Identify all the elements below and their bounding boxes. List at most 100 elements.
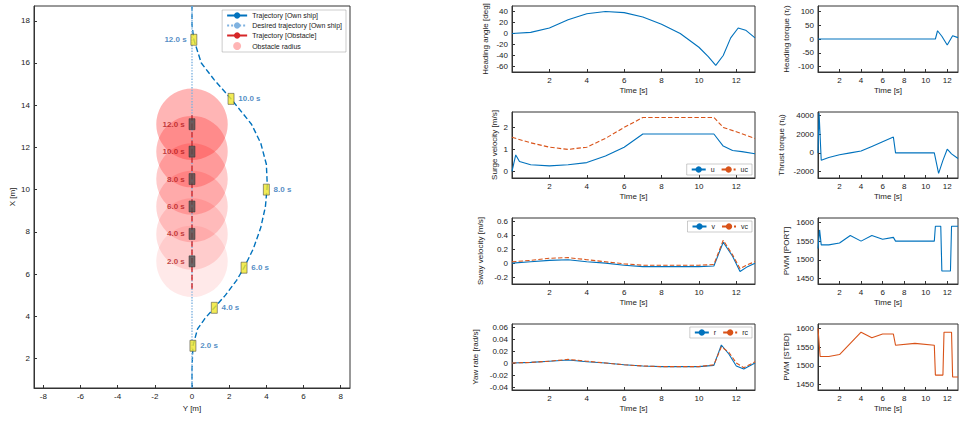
svg-text:Time [s]: Time [s] [874, 404, 902, 413]
svg-text:0: 0 [504, 167, 509, 176]
svg-text:10: 10 [921, 394, 930, 403]
svg-text:Heading torque (τᵣ): Heading torque (τᵣ) [782, 5, 791, 73]
svg-text:12.0 s: 12.0 s [163, 120, 186, 129]
svg-text:PWM [STBD]: PWM [STBD] [782, 333, 791, 381]
svg-text:6: 6 [622, 394, 627, 403]
svg-text:6: 6 [26, 270, 31, 279]
svg-text:2: 2 [547, 394, 552, 403]
svg-text:12: 12 [732, 182, 741, 191]
svg-text:12: 12 [732, 288, 741, 297]
svg-text:6: 6 [301, 392, 306, 401]
svg-text:uc: uc [741, 166, 749, 173]
svg-text:10: 10 [921, 288, 930, 297]
svg-text:0: 0 [504, 359, 509, 368]
svg-text:1500: 1500 [796, 361, 814, 370]
svg-text:4: 4 [859, 394, 864, 403]
svg-text:4: 4 [585, 288, 590, 297]
svg-text:2: 2 [227, 392, 232, 401]
svg-text:12: 12 [943, 394, 952, 403]
svg-text:1550: 1550 [796, 343, 814, 352]
svg-text:-60: -60 [496, 62, 508, 71]
svg-text:0: 0 [504, 29, 509, 38]
svg-text:8: 8 [902, 394, 907, 403]
svg-text:vc: vc [741, 223, 749, 230]
svg-text:Surge velocity [m/s]: Surge velocity [m/s] [490, 110, 499, 180]
svg-text:2: 2 [504, 123, 509, 132]
svg-text:14: 14 [21, 101, 30, 110]
svg-text:4: 4 [585, 76, 590, 85]
svg-text:Time [s]: Time [s] [619, 86, 647, 95]
svg-text:0: 0 [810, 148, 815, 157]
svg-text:-50: -50 [802, 48, 814, 57]
svg-text:0.4: 0.4 [497, 231, 509, 240]
svg-text:2: 2 [547, 182, 552, 191]
svg-text:0.6: 0.6 [497, 217, 509, 226]
svg-text:10: 10 [921, 182, 930, 191]
svg-text:8: 8 [338, 392, 343, 401]
svg-text:Time [s]: Time [s] [874, 86, 902, 95]
svg-text:-20: -20 [496, 40, 508, 49]
svg-text:2: 2 [837, 76, 842, 85]
svg-text:6: 6 [880, 182, 885, 191]
svg-text:r: r [714, 329, 717, 336]
svg-text:10.0 s: 10.0 s [238, 94, 261, 103]
svg-text:PWM [PORT]: PWM [PORT] [782, 227, 791, 275]
svg-text:6: 6 [880, 288, 885, 297]
svg-text:0: 0 [190, 392, 195, 401]
svg-text:10: 10 [694, 394, 703, 403]
svg-text:2.0 s: 2.0 s [167, 257, 185, 266]
svg-text:12: 12 [732, 76, 741, 85]
svg-text:4: 4 [859, 182, 864, 191]
svg-text:-0.04: -0.04 [490, 383, 509, 392]
svg-text:0.2: 0.2 [497, 245, 509, 254]
svg-text:2.0 s: 2.0 s [200, 341, 218, 350]
svg-text:8: 8 [659, 394, 664, 403]
svg-text:8: 8 [902, 182, 907, 191]
svg-text:2: 2 [837, 182, 842, 191]
svg-text:12: 12 [943, 182, 952, 191]
svg-text:0.04: 0.04 [492, 335, 508, 344]
svg-text:-6: -6 [77, 392, 85, 401]
svg-text:Trajectory [Obstacle]: Trajectory [Obstacle] [252, 32, 316, 40]
svg-text:1600: 1600 [796, 324, 814, 333]
svg-text:12: 12 [21, 143, 30, 152]
svg-text:8.0 s: 8.0 s [274, 185, 292, 194]
svg-text:8: 8 [902, 76, 907, 85]
svg-text:Desired trajectory [Own ship]: Desired trajectory [Own ship] [252, 22, 342, 30]
svg-text:-0.2: -0.2 [494, 273, 508, 282]
svg-text:1450: 1450 [796, 274, 814, 283]
svg-text:Y [m]: Y [m] [183, 404, 202, 413]
svg-text:-2000: -2000 [794, 167, 815, 176]
svg-text:-2: -2 [151, 392, 159, 401]
svg-text:Thrust torque (τᵤ): Thrust torque (τᵤ) [777, 114, 786, 176]
svg-text:12: 12 [943, 76, 952, 85]
svg-text:0: 0 [810, 35, 815, 44]
svg-text:6: 6 [880, 76, 885, 85]
svg-text:Trajectory [Own ship]: Trajectory [Own ship] [252, 12, 318, 20]
svg-text:10: 10 [21, 185, 30, 194]
svg-text:Time [s]: Time [s] [874, 192, 902, 201]
svg-text:8: 8 [659, 288, 664, 297]
svg-text:8: 8 [659, 182, 664, 191]
svg-text:1450: 1450 [796, 380, 814, 389]
svg-text:2: 2 [547, 76, 552, 85]
svg-text:1: 1 [504, 145, 509, 154]
svg-text:0: 0 [504, 259, 509, 268]
svg-text:40: 40 [499, 7, 508, 16]
svg-text:8: 8 [659, 76, 664, 85]
svg-text:6: 6 [622, 288, 627, 297]
svg-text:2: 2 [837, 288, 842, 297]
svg-text:-40: -40 [496, 51, 508, 60]
svg-text:10: 10 [694, 288, 703, 297]
svg-text:6: 6 [622, 182, 627, 191]
svg-text:4: 4 [859, 288, 864, 297]
svg-text:16: 16 [21, 58, 30, 67]
svg-text:12: 12 [943, 288, 952, 297]
svg-text:4: 4 [585, 182, 590, 191]
svg-text:-100: -100 [798, 62, 815, 71]
svg-text:0.06: 0.06 [492, 323, 508, 332]
svg-text:4: 4 [859, 76, 864, 85]
svg-text:6: 6 [880, 394, 885, 403]
svg-text:1500: 1500 [796, 255, 814, 264]
svg-text:10: 10 [694, 182, 703, 191]
